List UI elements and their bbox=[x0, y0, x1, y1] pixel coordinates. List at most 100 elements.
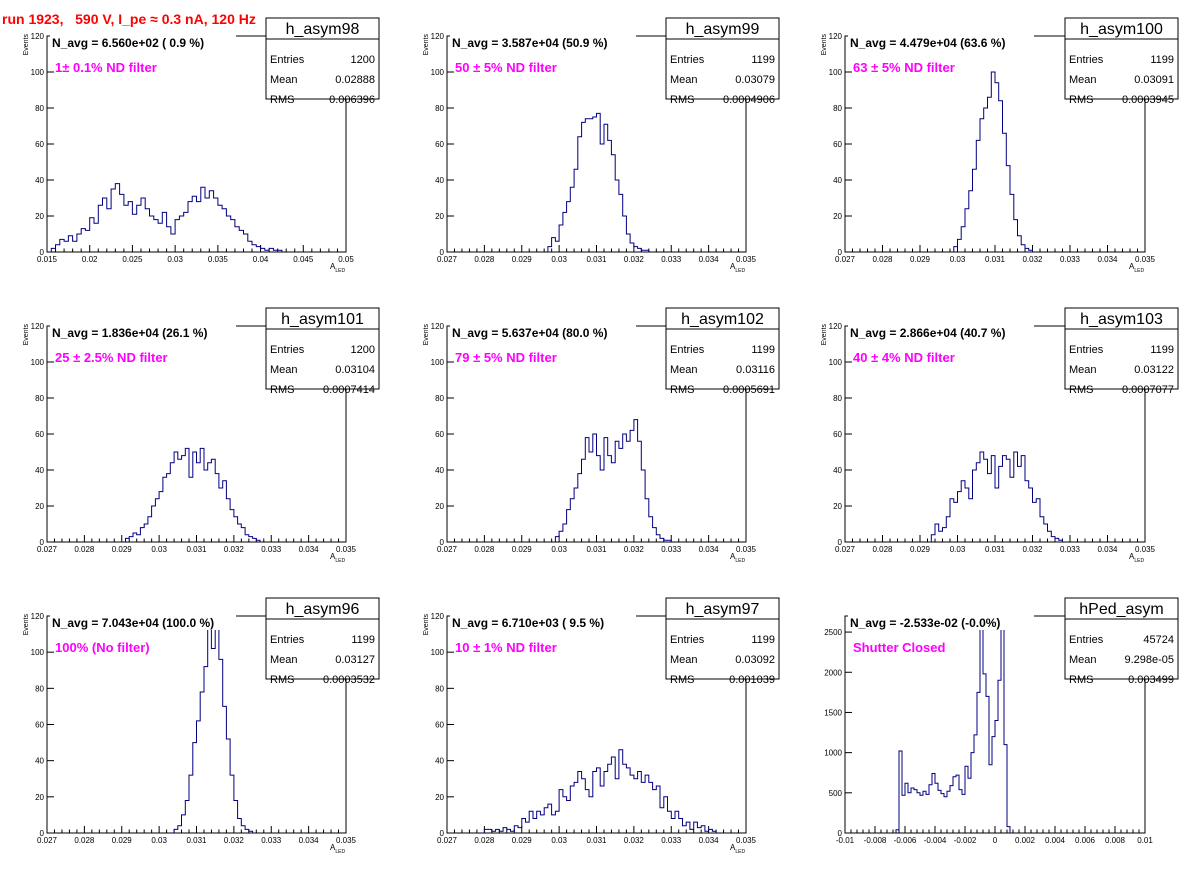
x-tick-label: 0.035 bbox=[736, 836, 757, 845]
stat-value-entries: 1199 bbox=[751, 54, 775, 66]
x-tick-label: 0.029 bbox=[112, 545, 133, 554]
x-tick-label: 0.025 bbox=[122, 255, 143, 264]
y-tick-label: 0 bbox=[40, 248, 45, 257]
x-tick-label: 0.03 bbox=[167, 255, 183, 264]
histogram-line bbox=[953, 71, 1033, 252]
x-tick-label: 0.031 bbox=[985, 255, 1006, 264]
stats-box: h_asym97 Entries 1199 Mean 0.03092 RMS 0.00103… bbox=[665, 597, 780, 686]
filter-annotation: 10 ± 1% ND filter bbox=[455, 640, 557, 655]
y-tick-label: 100 bbox=[829, 358, 843, 367]
y-tick-label: 0 bbox=[40, 538, 45, 547]
stat-label-rms: RMS bbox=[670, 384, 694, 396]
y-tick-label: 20 bbox=[35, 502, 44, 511]
y-tick-label: 100 bbox=[31, 358, 45, 367]
stat-label-entries: Entries bbox=[270, 54, 305, 66]
x-tick-label: 0.031 bbox=[586, 255, 607, 264]
n-avg-label: N_avg = -2.533e-02 (-0.0%) bbox=[850, 616, 1000, 630]
stat-value-mean: 0.03104 bbox=[335, 364, 375, 376]
x-tick-label: 0.004 bbox=[1045, 836, 1066, 845]
x-tick-label: 0.008 bbox=[1105, 836, 1126, 845]
histogram-panel-h_asym101: 0.027 0.028 0.029 0.03 0.031 0.032 0.033 0.034 0… bbox=[23, 307, 380, 564]
y-tick-label: 100 bbox=[431, 648, 445, 657]
n-avg-label: N_avg = 3.587e+04 (50.9 %) bbox=[452, 36, 607, 50]
stat-label-rms: RMS bbox=[1069, 674, 1093, 686]
y-tick-label: 20 bbox=[435, 793, 444, 802]
x-tick-label: 0.034 bbox=[1097, 255, 1118, 264]
n-avg-label: N_avg = 1.836e+04 (26.1 %) bbox=[52, 326, 207, 340]
x-axis-title-sub: LED bbox=[735, 558, 745, 564]
n-avg-label: N_avg = 4.479e+04 (63.6 %) bbox=[850, 36, 1005, 50]
stat-label-mean: Mean bbox=[270, 654, 298, 666]
n-avg-background bbox=[848, 615, 1034, 630]
y-tick-label: 20 bbox=[833, 212, 842, 221]
x-tick-label: 0.02 bbox=[82, 255, 98, 264]
stat-value-entries: 1199 bbox=[1150, 344, 1174, 356]
x-tick-label: 0.034 bbox=[699, 545, 720, 554]
x-tick-label: 0.028 bbox=[872, 545, 893, 554]
stats-box: h_asym98 Entries 1200 Mean 0.02888 RMS 0.00639… bbox=[265, 17, 380, 106]
x-tick-label: 0.034 bbox=[1097, 545, 1118, 554]
n-avg-label: N_avg = 7.043e+04 (100.0 %) bbox=[52, 616, 214, 630]
y-tick-label: 0 bbox=[838, 538, 843, 547]
y-tick-label: 0 bbox=[440, 829, 445, 838]
n-avg-label: N_avg = 6.710e+03 ( 9.5 %) bbox=[452, 616, 604, 630]
stat-value-rms: 0.0003532 bbox=[323, 674, 375, 686]
x-tick-label: 0.033 bbox=[1060, 545, 1081, 554]
x-tick-label: 0.027 bbox=[835, 255, 856, 264]
y-tick-label: 20 bbox=[35, 793, 44, 802]
stats-box: h_asym99 Entries 1199 Mean 0.03079 RMS 0.00049… bbox=[665, 17, 780, 106]
y-tick-label: 60 bbox=[833, 430, 842, 439]
y-tick-label: 20 bbox=[435, 502, 444, 511]
y-tick-label: 40 bbox=[35, 466, 44, 475]
x-tick-label: 0.029 bbox=[512, 545, 533, 554]
histogram-line bbox=[554, 419, 672, 542]
y-tick-label: 80 bbox=[833, 394, 842, 403]
x-tick-label: 0.034 bbox=[699, 255, 720, 264]
histogram-panel-h_asym103: 0.027 0.028 0.029 0.03 0.031 0.032 0.033 0.034 0… bbox=[821, 307, 1179, 564]
y-axis-title: Events bbox=[423, 34, 430, 56]
filter-annotation: 40 ± 4% ND filter bbox=[853, 350, 955, 365]
n-avg-background bbox=[50, 325, 236, 340]
x-tick-label: -0.01 bbox=[836, 836, 855, 845]
x-tick-label: 0.031 bbox=[586, 836, 607, 845]
y-tick-label: 0 bbox=[440, 248, 445, 257]
y-tick-label: 60 bbox=[435, 430, 444, 439]
filter-annotation: 79 ± 5% ND filter bbox=[455, 350, 557, 365]
n-avg-label: N_avg = 5.637e+04 (80.0 %) bbox=[452, 326, 607, 340]
y-tick-label: 40 bbox=[833, 466, 842, 475]
y-tick-label: 40 bbox=[435, 176, 444, 185]
stats-box: hPed_asym Entries 45724 Mean 9.298e-05 RMS 0.0… bbox=[1064, 597, 1179, 686]
stat-label-mean: Mean bbox=[1069, 654, 1097, 666]
x-tick-label: 0.029 bbox=[512, 836, 533, 845]
x-tick-label: 0.04 bbox=[253, 255, 269, 264]
histogram-line bbox=[930, 451, 1063, 542]
y-tick-label: 100 bbox=[829, 68, 843, 77]
y-tick-label: 80 bbox=[435, 684, 444, 693]
stat-label-entries: Entries bbox=[670, 634, 705, 646]
stat-value-entries: 45724 bbox=[1143, 634, 1174, 646]
stat-label-mean: Mean bbox=[670, 74, 698, 86]
x-tick-label: 0.035 bbox=[1135, 255, 1156, 264]
x-tick-label: 0.03 bbox=[151, 545, 167, 554]
x-tick-label: 0.028 bbox=[74, 545, 95, 554]
x-tick-label: 0.027 bbox=[37, 545, 58, 554]
x-axis-title-sub: LED bbox=[335, 268, 345, 274]
histogram-line bbox=[895, 615, 1011, 833]
histogram-name: h_asym101 bbox=[281, 311, 364, 328]
x-tick-label: 0.034 bbox=[299, 545, 320, 554]
x-tick-label: 0 bbox=[993, 836, 998, 845]
y-tick-label: 20 bbox=[35, 212, 44, 221]
stat-value-mean: 0.03122 bbox=[1134, 364, 1174, 376]
x-tick-label: 0.035 bbox=[208, 255, 229, 264]
stat-value-mean: 0.03116 bbox=[736, 364, 775, 376]
x-tick-label: 0.031 bbox=[985, 545, 1006, 554]
x-tick-label: 0.05 bbox=[338, 255, 354, 264]
x-tick-label: 0.045 bbox=[293, 255, 314, 264]
histogram-name: h_asym98 bbox=[286, 21, 360, 38]
n-avg-background bbox=[450, 615, 636, 630]
stat-label-entries: Entries bbox=[1069, 54, 1104, 66]
stat-label-mean: Mean bbox=[270, 74, 298, 86]
stat-label-entries: Entries bbox=[1069, 344, 1104, 356]
y-tick-label: 0 bbox=[440, 538, 445, 547]
